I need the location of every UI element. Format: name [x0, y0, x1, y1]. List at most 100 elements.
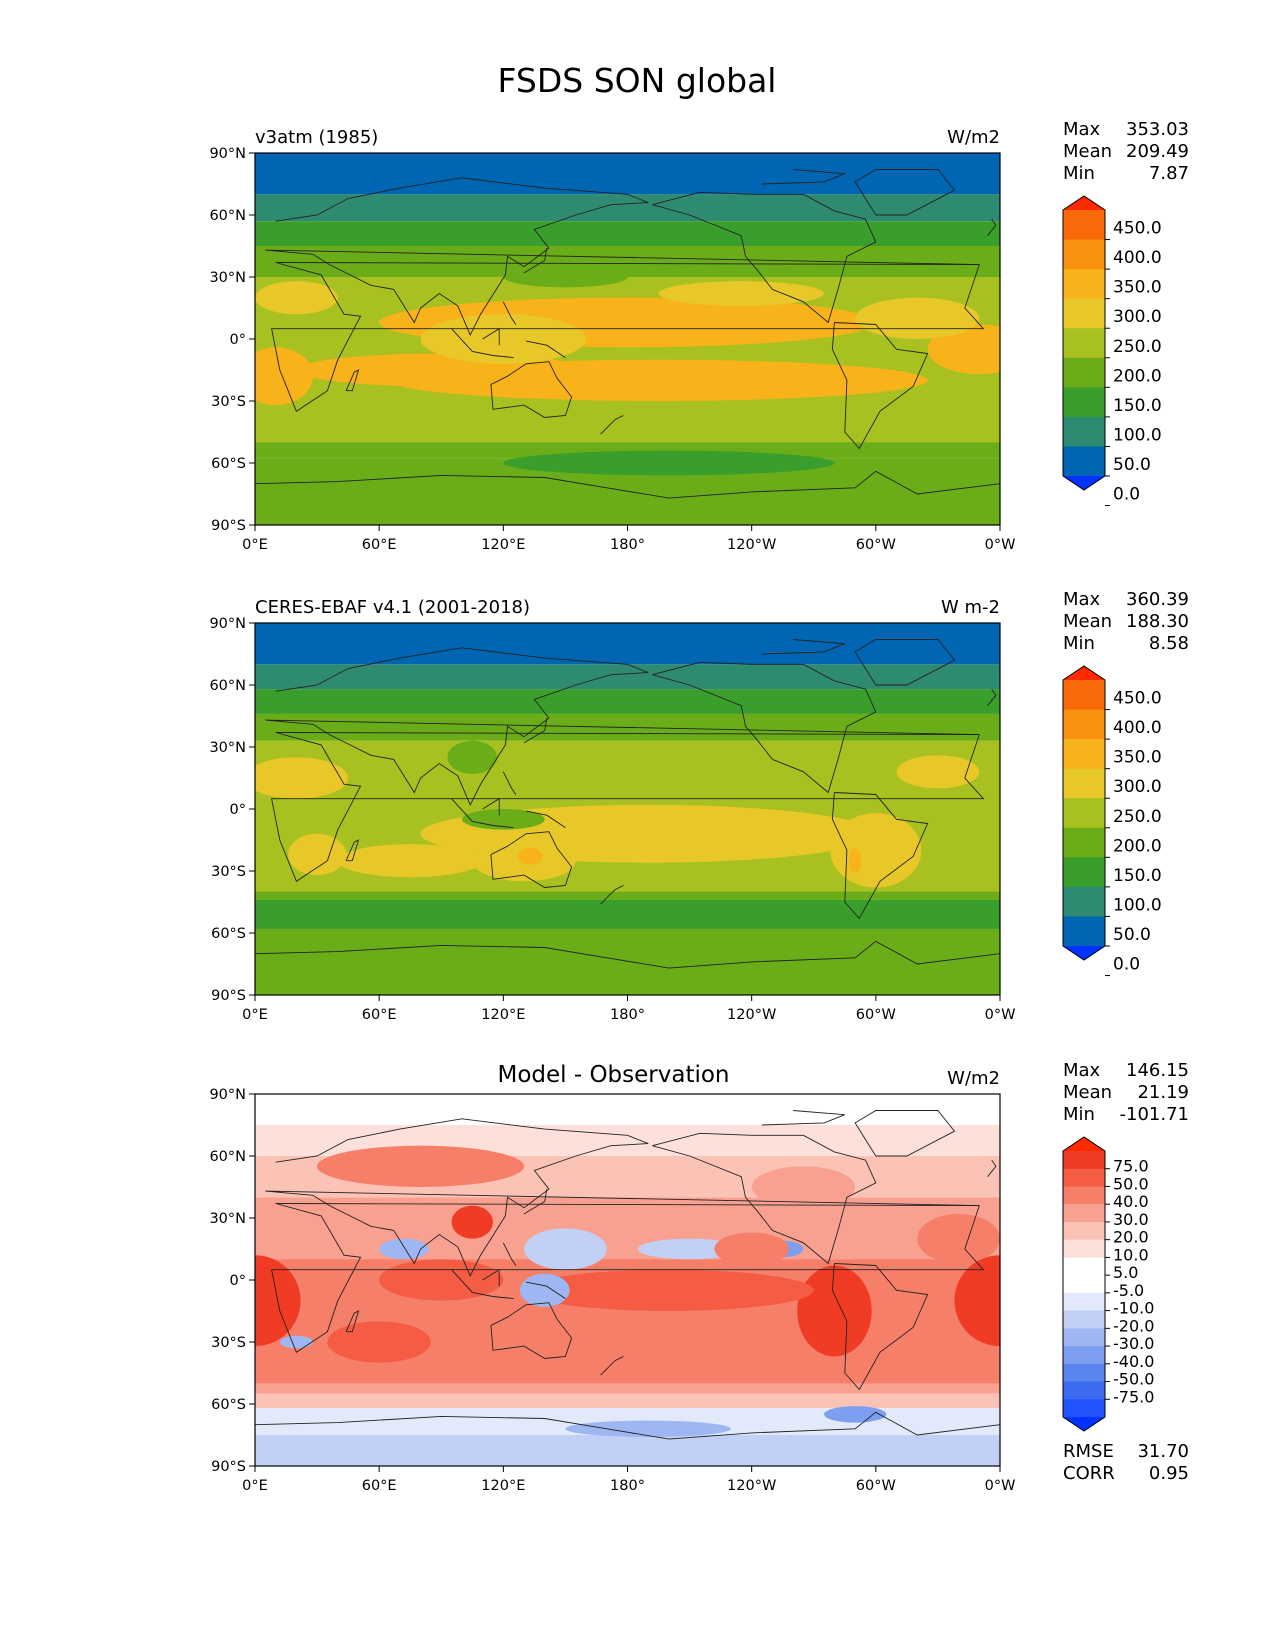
- colorbar: 75.050.040.030.020.010.05.0-5.0-10.0-20.…: [1062, 1136, 1154, 1432]
- figure-title: FSDS SON global: [498, 61, 777, 100]
- patch: [517, 848, 543, 865]
- colorbar-tick-label: -30.0: [1113, 1334, 1154, 1353]
- stat-value: 21.19: [1137, 1082, 1189, 1103]
- colorbar-extend-max: [1063, 1137, 1105, 1151]
- colorbar-tick-label: 50.0: [1113, 455, 1151, 475]
- x-tick-label: 120°E: [481, 1007, 525, 1023]
- stat-label: Max: [1063, 589, 1101, 610]
- colorbar-segment: [1063, 210, 1105, 241]
- colorbar-tick-label: 0.0: [1113, 955, 1140, 975]
- stat-label: Max: [1063, 119, 1101, 140]
- coastline: [265, 672, 980, 806]
- stat-label: Mean: [1063, 1082, 1112, 1103]
- map-panel-2: CERES-EBAF v4.1 (2001-2018) W m-2 90°N 60°N…: [209, 589, 1189, 1023]
- coastline: [523, 718, 548, 744]
- stat-label: Mean: [1063, 611, 1112, 632]
- coastline: [275, 1118, 649, 1163]
- colorbar-tick-label: 250.0: [1113, 337, 1162, 357]
- map-field-band: [255, 623, 1000, 665]
- positive-anomaly: [714, 1232, 789, 1266]
- extra-stat-label: CORR: [1063, 1463, 1115, 1484]
- x-tick-label: 180°: [610, 1007, 645, 1023]
- y-tick-label: 90°N: [209, 616, 246, 632]
- stat-value: -101.71: [1120, 1104, 1189, 1125]
- map-field-band: [255, 908, 1000, 929]
- y-tick-label: 60°S: [211, 456, 246, 472]
- extra-stat-label: RMSE: [1063, 1441, 1114, 1462]
- positive-anomaly: [524, 1269, 814, 1312]
- y-tick-label: 0°: [230, 332, 246, 348]
- coastline: [502, 301, 517, 325]
- coastline: [854, 169, 956, 216]
- patch: [461, 809, 545, 830]
- coastline: [265, 1143, 980, 1277]
- colorbar-tick-label: 150.0: [1113, 396, 1162, 416]
- colorbar-segment: [1063, 1275, 1105, 1294]
- colorbar-segment: [1063, 1328, 1105, 1347]
- patch: [503, 266, 628, 288]
- x-tick-label: 60°W: [856, 1007, 896, 1023]
- coastline: [275, 647, 649, 692]
- colorbar-segment: [1063, 739, 1105, 770]
- y-tick-label: 60°N: [209, 678, 246, 694]
- colorbar-tick-label: 300.0: [1113, 307, 1162, 327]
- panel-units: W/m2: [947, 1068, 1000, 1089]
- stat-value: 188.30: [1126, 611, 1189, 632]
- stat-label: Mean: [1063, 141, 1112, 162]
- stat-value: 360.39: [1126, 589, 1189, 610]
- map-field-band: [255, 221, 1000, 246]
- coastline: [761, 639, 845, 655]
- colorbar-segment: [1063, 768, 1105, 799]
- colorbar-tick-label: 200.0: [1113, 366, 1162, 386]
- panel-label: CERES-EBAF v4.1 (2001-2018): [255, 597, 530, 618]
- colorbar-tick-label: 10.0: [1113, 1245, 1149, 1264]
- coastline: [523, 248, 548, 274]
- y-tick-label: 60°N: [209, 208, 246, 224]
- colorbar-segment: [1063, 1239, 1105, 1258]
- x-tick-label: 180°: [610, 1478, 645, 1494]
- colorbar-tick-label: 300.0: [1113, 777, 1162, 797]
- y-tick-label: 0°: [230, 1273, 246, 1289]
- colorbar-tick-label: 350.0: [1113, 748, 1162, 768]
- x-tick-label: 120°W: [727, 1007, 776, 1023]
- coastline: [490, 831, 573, 888]
- coastline: [451, 1269, 514, 1300]
- coastline: [526, 340, 566, 358]
- coastline: [482, 1268, 500, 1287]
- colorbar-tick-label: -40.0: [1113, 1352, 1154, 1371]
- map-panel-3: Model - Observation W/m2 90°N 60°N 30°N 0° 30°…: [209, 1060, 1189, 1494]
- negative-anomaly: [279, 1335, 313, 1349]
- stat-value: 209.49: [1126, 141, 1189, 162]
- y-tick-label: 90°S: [211, 988, 246, 1004]
- colorbar-segment: [1063, 1168, 1105, 1187]
- colorbar-tick-label: -50.0: [1113, 1370, 1154, 1389]
- map-field-band: [255, 689, 1000, 714]
- colorbar-tick-label: 350.0: [1113, 278, 1162, 298]
- map-field: [255, 623, 1000, 995]
- coastline: [526, 1281, 566, 1299]
- negative-anomaly: [637, 1238, 742, 1260]
- patch: [503, 450, 835, 476]
- stat-value: 353.03: [1126, 119, 1189, 140]
- patch: [288, 833, 347, 876]
- colorbar-tick-label: 20.0: [1113, 1228, 1149, 1247]
- patch: [420, 314, 587, 364]
- positive-anomaly: [317, 1145, 525, 1188]
- y-tick-label: 30°S: [211, 394, 246, 410]
- patch: [830, 813, 922, 888]
- coastline: [502, 1242, 517, 1266]
- colorbar-extend-min: [1063, 1417, 1105, 1431]
- colorbar-extend-max: [1063, 666, 1105, 680]
- y-tick-label: 90°S: [211, 1459, 246, 1475]
- x-tick-label: 0°E: [242, 1007, 268, 1023]
- positive-anomaly: [327, 1321, 431, 1363]
- colorbar-tick-label: -5.0: [1113, 1281, 1144, 1300]
- coastline: [987, 688, 997, 706]
- coastline: [831, 1263, 929, 1391]
- y-tick-label: 30°S: [211, 864, 246, 880]
- x-tick-label: 0°W: [985, 537, 1016, 553]
- coastline: [831, 322, 929, 450]
- extra-stat-value: 31.70: [1137, 1441, 1189, 1462]
- patch: [255, 757, 349, 799]
- coastline: [526, 810, 566, 828]
